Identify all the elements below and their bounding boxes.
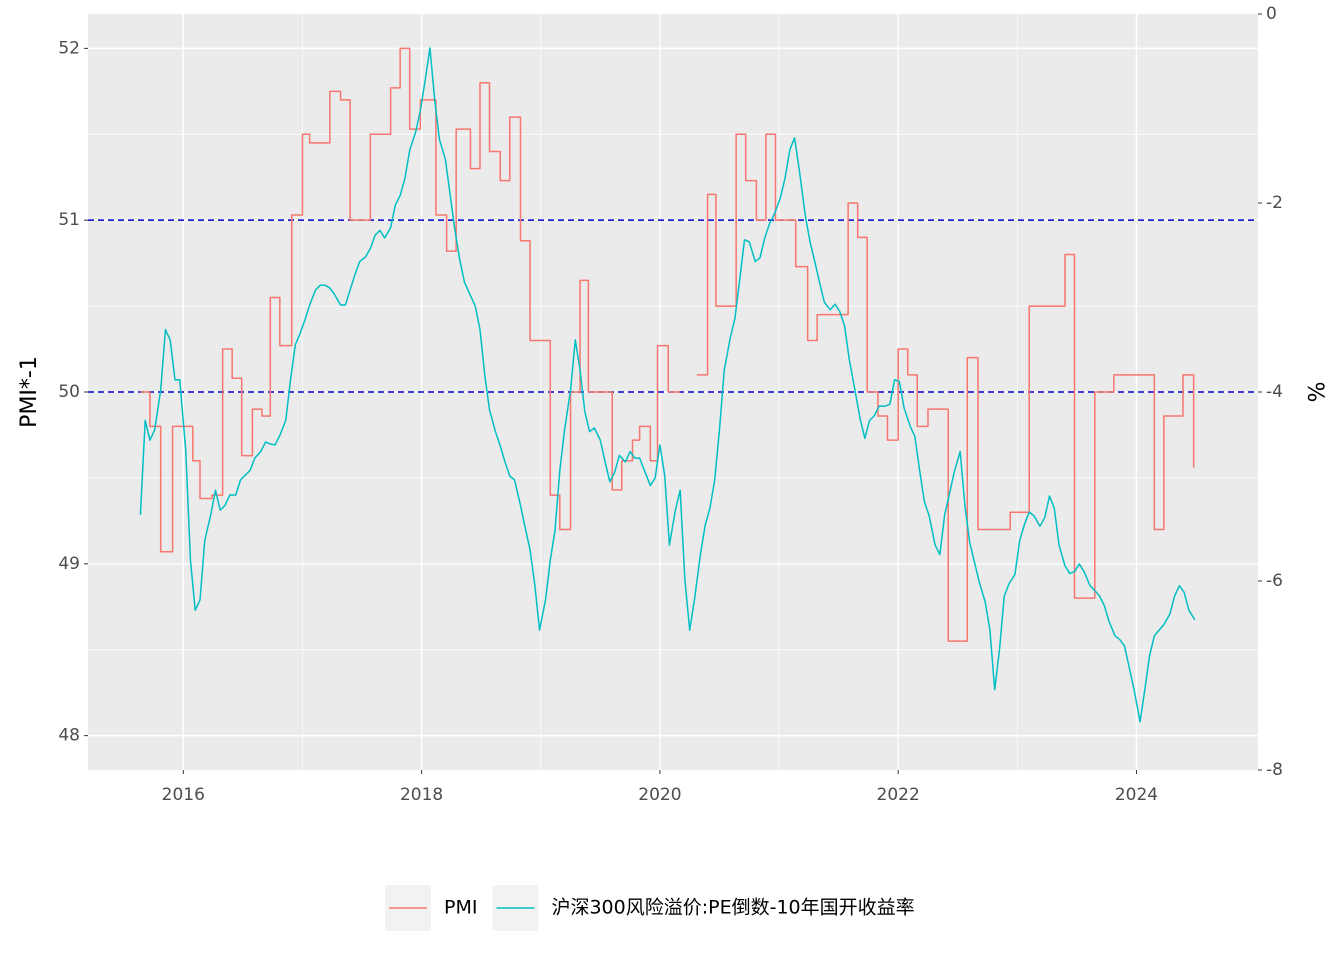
series-line xyxy=(139,47,1196,723)
legend-label: PMI xyxy=(444,897,477,919)
y2-axis-label: % xyxy=(1302,382,1327,403)
y-tick-label: 49 xyxy=(58,554,80,574)
y2-tick-label: -6 xyxy=(1266,571,1283,591)
y2-tick-label: -8 xyxy=(1266,760,1283,780)
series-line xyxy=(140,47,681,553)
y2-tick-label: 0 xyxy=(1266,4,1277,24)
series-line xyxy=(696,133,1195,642)
x-tick-label: 2020 xyxy=(638,785,681,805)
y-tick-label: 48 xyxy=(58,726,80,746)
y-axis-label: PMI*-1 xyxy=(17,356,42,428)
y-tick-label: 50 xyxy=(58,382,80,402)
x-tick-label: 2024 xyxy=(1115,785,1158,805)
legend-label: 沪深300风险溢价:PE倒数-10年国开收益率 xyxy=(551,897,914,919)
y-tick-label: 51 xyxy=(58,210,80,230)
y2-tick-label: -2 xyxy=(1266,193,1283,213)
y2-tick-label: -4 xyxy=(1266,382,1283,402)
x-tick-label: 2016 xyxy=(162,785,205,805)
y-tick-label: 52 xyxy=(58,38,80,58)
x-tick-label: 2018 xyxy=(400,785,443,805)
x-tick-label: 2022 xyxy=(877,785,920,805)
